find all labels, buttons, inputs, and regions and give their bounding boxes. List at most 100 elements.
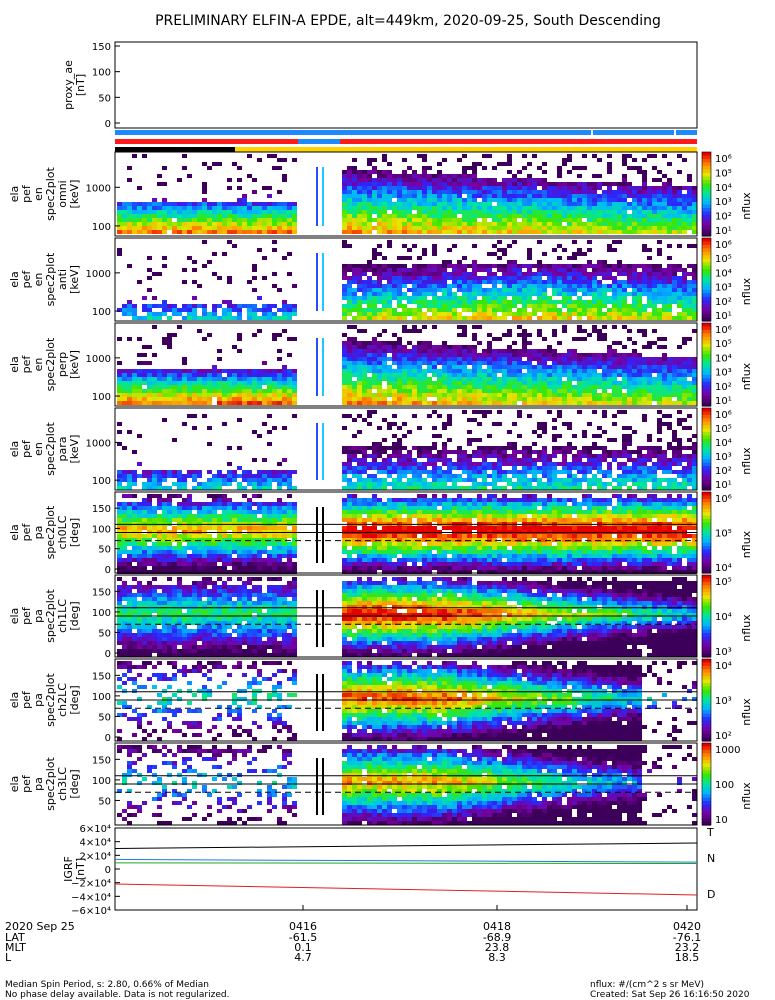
spectrogram-cell	[607, 226, 612, 230]
spectrogram-cell	[402, 434, 407, 438]
spectrogram-cell	[582, 226, 587, 230]
spectrogram-cell	[342, 178, 347, 182]
colorbar-segment	[702, 197, 711, 202]
spectrogram-cell	[357, 414, 362, 418]
spectrogram-cell	[462, 296, 467, 300]
spectrogram-cell	[432, 462, 437, 466]
spectrogram-cell	[237, 369, 242, 373]
spectrogram-cell	[147, 312, 152, 316]
spectrogram-cell	[422, 230, 427, 234]
spectrogram-cell	[247, 312, 252, 316]
spectrogram-cell	[362, 300, 367, 304]
spectrogram-cell	[417, 373, 422, 377]
spectrogram-cell	[607, 154, 612, 158]
spectrogram-cell	[647, 296, 652, 300]
spectrogram-cell	[652, 357, 657, 361]
spectrogram-cell	[627, 450, 632, 454]
spectrogram-cell	[162, 264, 167, 268]
spectrogram-cell	[527, 361, 532, 365]
spectrogram-cell	[282, 458, 287, 462]
spectrogram-cell	[342, 264, 347, 268]
spectrogram-cell	[572, 393, 577, 397]
spectrogram-cell	[372, 410, 377, 414]
spectrogram-cell	[567, 365, 572, 369]
spectrogram-cell	[552, 264, 557, 268]
spectrogram-cell	[642, 292, 647, 296]
spectrogram-cell	[227, 214, 232, 218]
spectrogram-cell	[442, 158, 447, 162]
spectrogram-cell	[527, 174, 532, 178]
spectrogram-cell	[582, 397, 587, 401]
spectrogram-cell	[167, 226, 172, 230]
spectrogram-cell	[192, 230, 197, 234]
spectrogram-cell	[442, 272, 447, 276]
spectrogram-cell	[437, 389, 442, 393]
spectrogram-cell	[682, 198, 687, 202]
spectrogram-cell	[652, 198, 657, 202]
spectrogram-cell	[647, 361, 652, 365]
spectrogram-cell	[617, 210, 622, 214]
spectrogram-cell	[597, 214, 602, 218]
spectrogram-cell	[497, 194, 502, 198]
spectrogram-cell	[567, 194, 572, 198]
spectrogram-cell	[197, 470, 202, 474]
colorbar-tick: 10⁴	[715, 183, 732, 194]
spectrogram-cell	[537, 226, 542, 230]
spectrogram-cell	[382, 268, 387, 272]
spectrogram-cell	[497, 256, 502, 260]
spectrogram-cell	[512, 341, 517, 345]
spectrogram-cell	[597, 260, 602, 264]
spectrogram-cell	[367, 288, 372, 292]
spectrogram-cell	[262, 486, 267, 490]
spectrogram-cell	[252, 482, 257, 486]
spectrogram-cell	[382, 397, 387, 401]
spectrogram-cell	[352, 418, 357, 422]
spectrogram-cell	[207, 442, 212, 446]
spectrogram-cell	[152, 482, 157, 486]
spectrogram-cell	[592, 389, 597, 393]
spectrogram-cell	[487, 272, 492, 276]
spectrogram-cell	[482, 381, 487, 385]
ylabel-line: [keV]	[68, 350, 81, 379]
spectrogram-cell	[162, 226, 167, 230]
spectrogram-cell	[412, 206, 417, 210]
spectrogram-cell	[537, 210, 542, 214]
spectrogram-cell	[647, 450, 652, 454]
spectrogram-cell	[367, 353, 372, 357]
spectrogram-cell	[207, 397, 212, 401]
spectrogram-cell	[567, 393, 572, 397]
spectrogram-cell	[232, 478, 237, 482]
spectrogram-cell	[427, 450, 432, 454]
spectrogram-cell	[682, 186, 687, 190]
spectrogram-cell	[647, 369, 652, 373]
spectrogram-cell	[277, 166, 282, 170]
spectrogram-cell	[502, 248, 507, 252]
spectrogram-cell	[632, 385, 637, 389]
spectrogram-cell	[487, 296, 492, 300]
spectrogram-cell	[567, 304, 572, 308]
spectrogram-cell	[247, 373, 252, 377]
spectrogram-cell	[457, 349, 462, 353]
spectrogram-cell	[557, 170, 562, 174]
spectrogram-cell	[582, 222, 587, 226]
spectrogram-cell	[192, 389, 197, 393]
spectrogram-cell	[527, 264, 532, 268]
spectrogram-cell	[552, 446, 557, 450]
panel-frame	[114, 322, 698, 407]
spectrogram-cell	[152, 474, 157, 478]
spectrogram-cell	[567, 230, 572, 234]
spectrogram-cell	[382, 357, 387, 361]
spectrogram-cell	[147, 482, 152, 486]
spectrogram-cell	[637, 474, 642, 478]
spectrogram-cell	[512, 482, 517, 486]
spectrogram-cell	[147, 474, 152, 478]
spectrogram-cell	[222, 316, 227, 320]
spectrogram-cell	[442, 401, 447, 405]
spectrogram-cell	[567, 349, 572, 353]
spectrogram-cell	[522, 312, 527, 316]
spectrogram-cell	[577, 389, 582, 393]
spectrogram-cell	[147, 478, 152, 482]
spectrogram-cell	[512, 260, 517, 264]
spectrogram-cell	[347, 292, 352, 296]
spectrogram-cell	[587, 454, 592, 458]
